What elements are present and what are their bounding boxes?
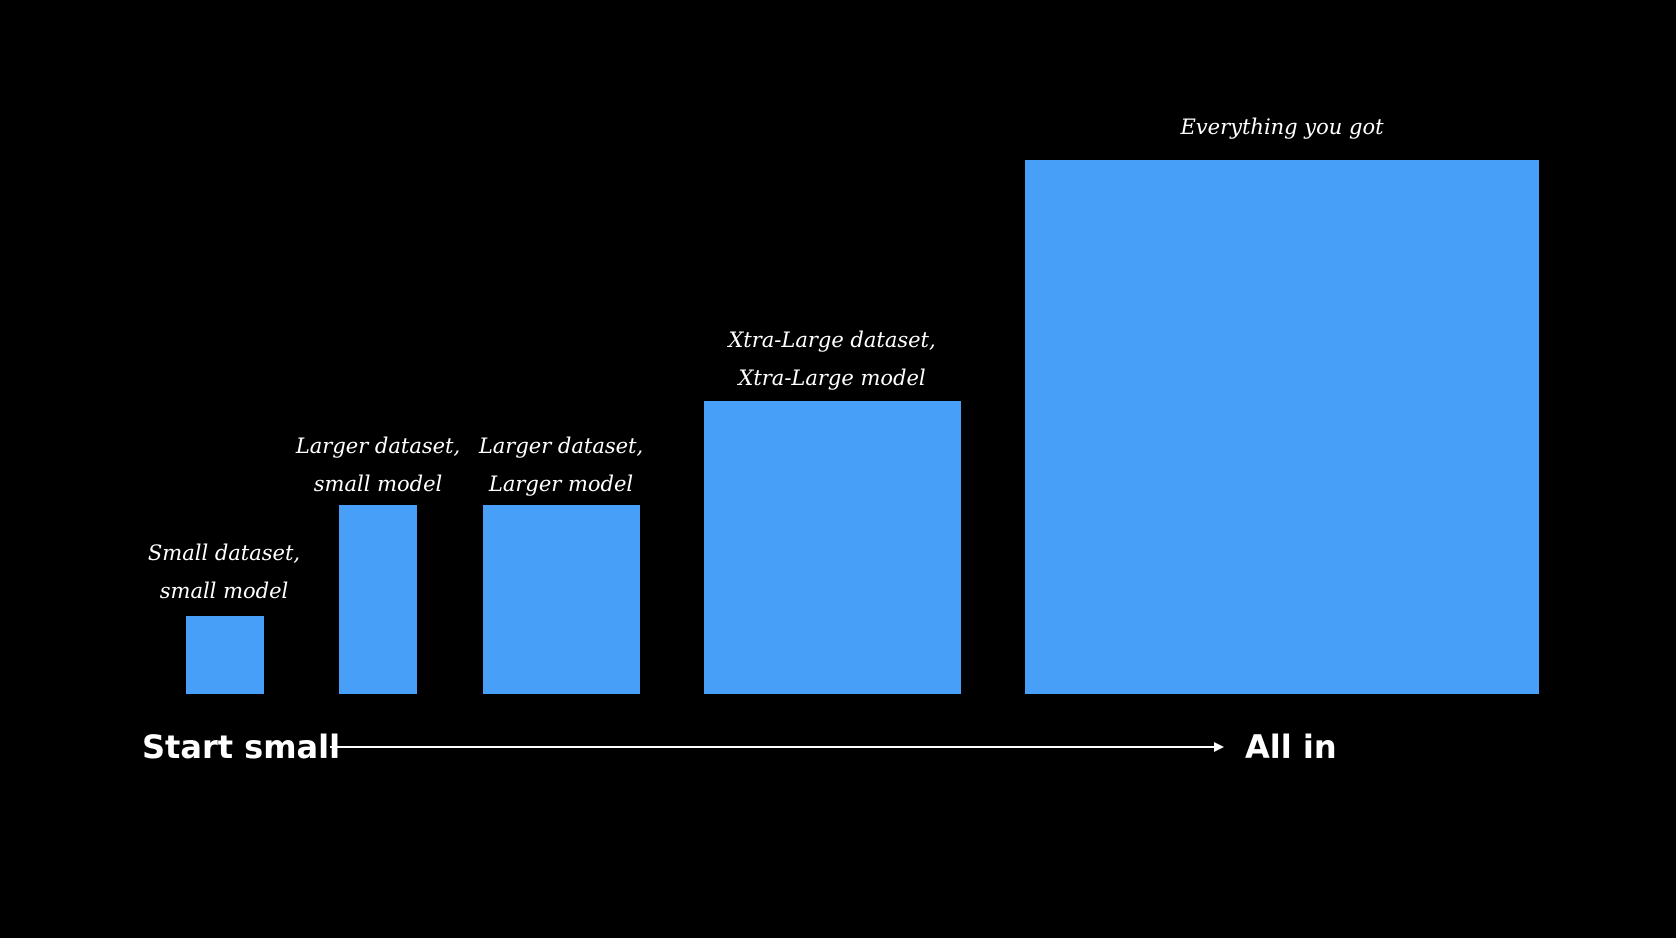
stage-3-caption-line-2: Larger model bbox=[488, 472, 634, 496]
stage-4-caption: Xtra-Large dataset, Xtra-Large model bbox=[728, 321, 935, 397]
stage-4-caption-line-2: Xtra-Large model bbox=[738, 366, 926, 390]
progress-arrow-line bbox=[330, 746, 1218, 748]
stage-4-caption-line-1: Xtra-Large dataset, bbox=[728, 328, 936, 352]
stage-2-block bbox=[339, 505, 417, 694]
all-in-label: All in bbox=[1245, 728, 1337, 766]
stage-3-caption: Larger dataset, Larger model bbox=[479, 427, 643, 503]
stage-1-caption-line-1: Small dataset, bbox=[147, 541, 301, 565]
stage-4-block bbox=[704, 401, 961, 694]
stage-5-caption: Everything you got bbox=[1180, 108, 1383, 146]
start-small-label: Start small bbox=[142, 728, 341, 766]
stage-1-caption: Small dataset, small model bbox=[148, 534, 300, 610]
stage-1-block bbox=[186, 616, 264, 694]
arrow-right-icon bbox=[1214, 742, 1224, 752]
stage-5-caption-line-1: Everything you got bbox=[1180, 115, 1384, 139]
stage-2-caption: Larger dataset, small model bbox=[296, 427, 460, 503]
stage-3-block bbox=[483, 505, 640, 694]
stage-5-block bbox=[1025, 160, 1539, 694]
stage-1-caption-line-2: small model bbox=[159, 579, 289, 603]
stage-2-caption-line-1: Larger dataset, bbox=[295, 434, 461, 458]
stage-3-caption-line-1: Larger dataset, bbox=[478, 434, 644, 458]
stage-2-caption-line-2: small model bbox=[313, 472, 443, 496]
